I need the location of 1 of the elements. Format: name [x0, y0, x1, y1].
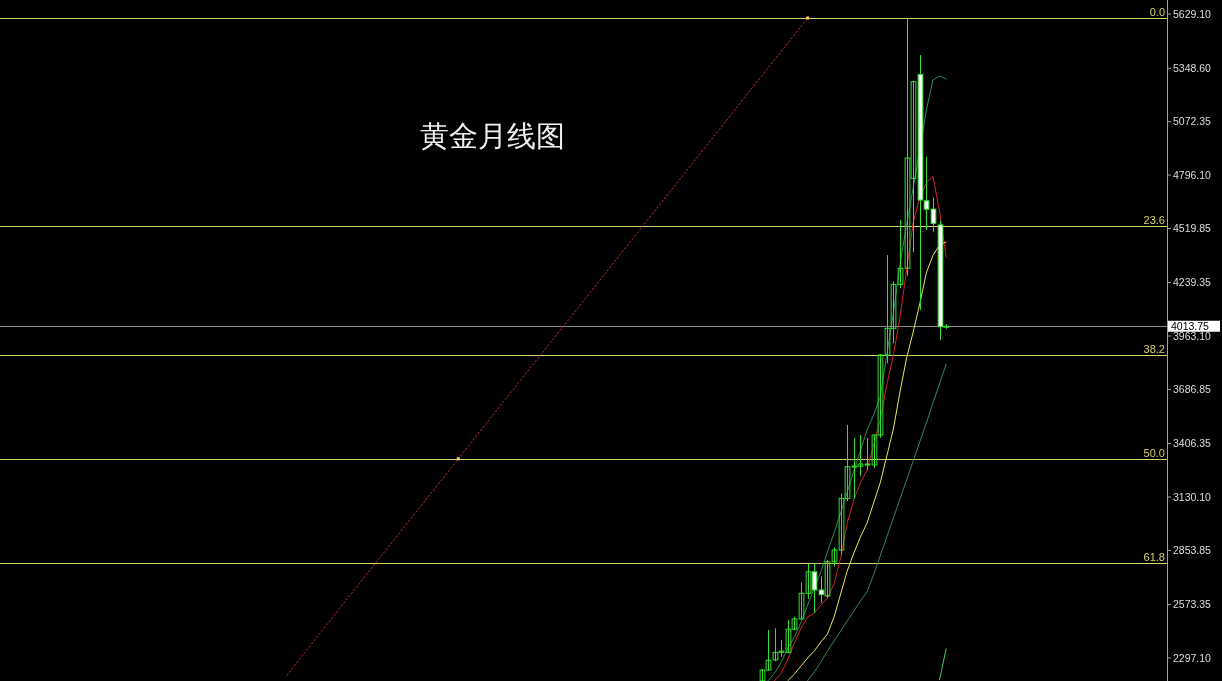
title: 黄金月线图: [420, 120, 565, 152]
